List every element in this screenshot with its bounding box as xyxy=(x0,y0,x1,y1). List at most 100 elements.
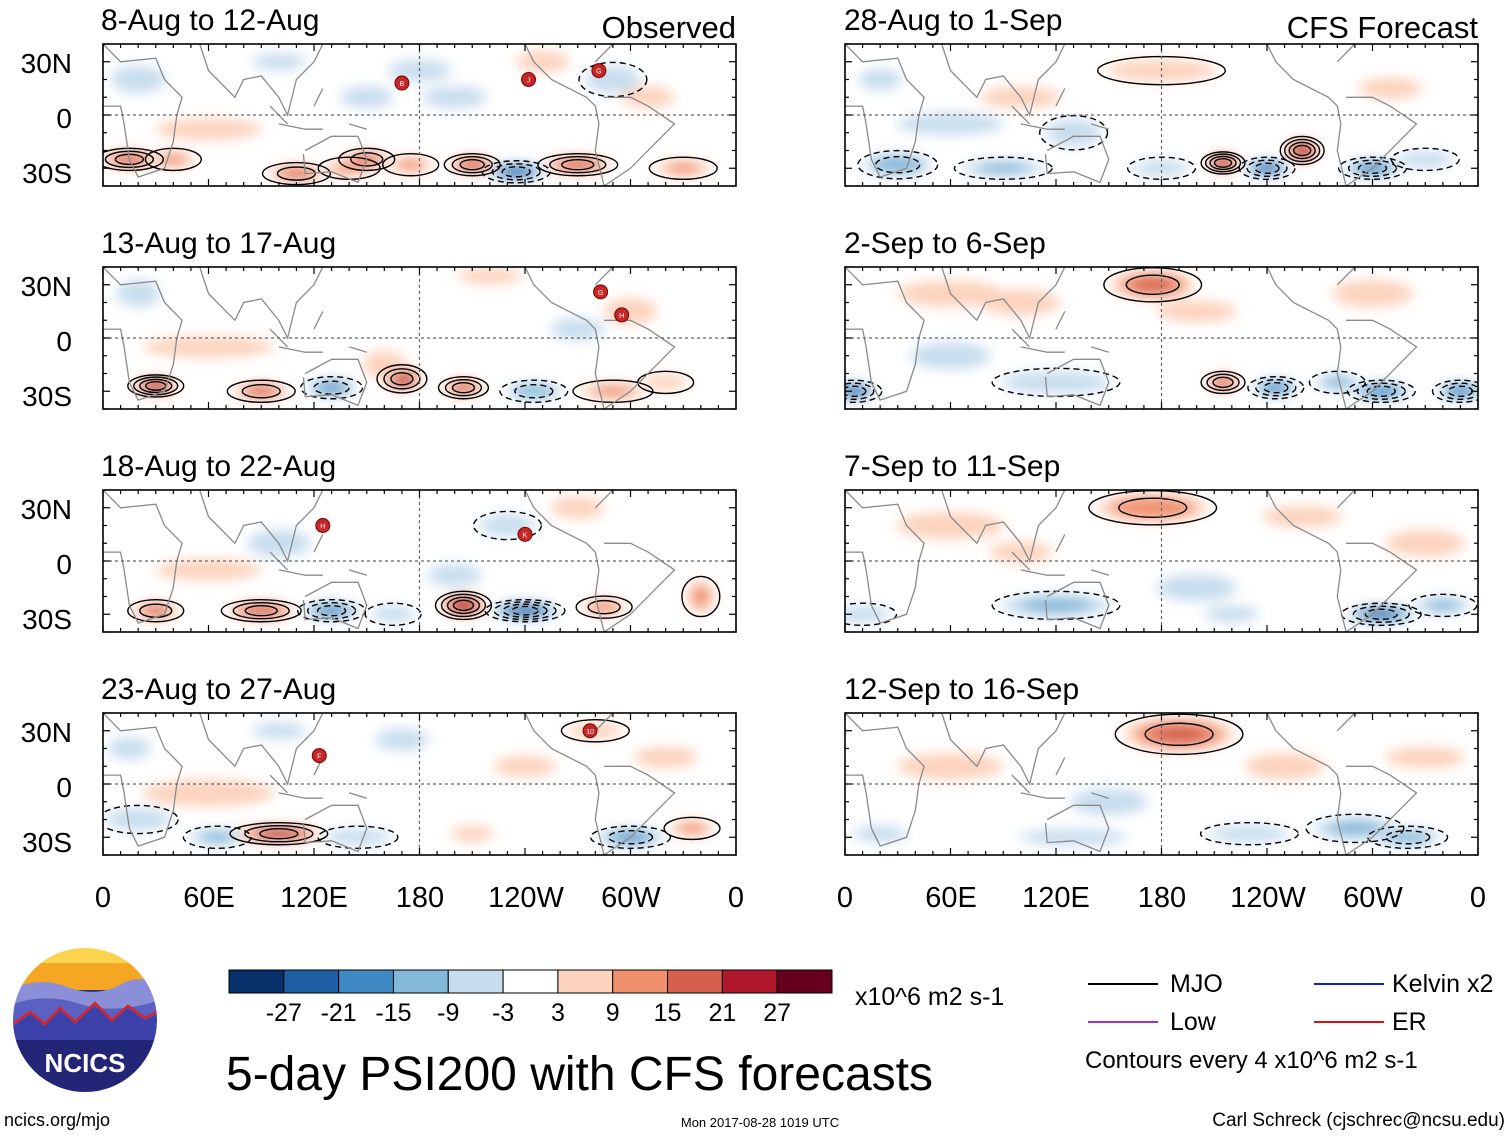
coastline xyxy=(349,123,367,130)
x-tick-label: 120W xyxy=(1230,882,1306,914)
mjo-contour xyxy=(350,152,384,167)
panel-title: 28-Aug to 1-Sep xyxy=(844,4,1062,37)
panel-title: 7-Sep to 11-Sep xyxy=(844,450,1060,483)
coastline xyxy=(1044,135,1110,184)
mjo-contour xyxy=(537,152,619,177)
mjo-contour xyxy=(1284,138,1321,163)
colorbar-tick-label: -21 xyxy=(321,999,357,1027)
coastline xyxy=(302,581,368,630)
psi-anomaly xyxy=(1001,371,1111,394)
ncics-logo[interactable]: NCICS xyxy=(10,945,160,1095)
coastline xyxy=(1345,765,1418,855)
storm-label: G xyxy=(598,290,603,297)
psi-anomaly xyxy=(319,383,345,392)
colorbar-tick-label: 21 xyxy=(708,999,736,1027)
psi-anomaly xyxy=(550,318,605,340)
mjo-contour xyxy=(875,155,921,174)
coastline xyxy=(603,765,676,855)
psi-anomaly xyxy=(1213,377,1233,388)
coastline xyxy=(524,44,605,186)
mjo-contour xyxy=(561,158,595,171)
map-panel: B J G xyxy=(102,43,737,187)
x-tick-label: 0 xyxy=(1470,882,1486,914)
map-panel xyxy=(844,43,1479,187)
psi-anomaly xyxy=(858,68,902,91)
mjo-contour xyxy=(499,379,569,404)
storm-label: K xyxy=(523,532,528,539)
logo-text: NCICS xyxy=(45,1048,126,1078)
coastline xyxy=(278,346,323,353)
mjo-contour xyxy=(1199,821,1299,846)
x-tick-label: 60E xyxy=(183,882,235,914)
psi-anomaly xyxy=(315,605,348,616)
psi-anomaly xyxy=(240,605,283,617)
coastline xyxy=(103,490,183,624)
mjo-contour xyxy=(1367,825,1449,850)
mjo-contour xyxy=(306,601,357,620)
y-tick-label: 30N xyxy=(21,717,72,748)
coastline xyxy=(103,713,183,847)
colorbar-swatch xyxy=(447,969,504,994)
y-tick-label: 30S xyxy=(22,827,72,858)
mjo-contour xyxy=(1263,381,1289,394)
coastline xyxy=(278,792,323,799)
psi-anomaly xyxy=(558,159,597,170)
coastline xyxy=(941,490,1066,563)
coastline xyxy=(1055,757,1066,776)
psi-anomaly xyxy=(989,541,1053,563)
psi-anomaly xyxy=(1293,144,1311,157)
psi-anomaly xyxy=(116,280,160,308)
coastline xyxy=(1020,346,1065,353)
psi-anomaly xyxy=(1019,829,1128,846)
mjo-contour xyxy=(472,510,543,541)
mjo-contour xyxy=(1204,153,1242,173)
mjo-contour xyxy=(1118,497,1188,518)
mjo-contour xyxy=(376,364,428,394)
mjo-contour xyxy=(452,599,475,612)
mjo-contour xyxy=(232,601,290,620)
psi-anomaly xyxy=(247,387,276,396)
coastline xyxy=(603,96,676,186)
coastline xyxy=(941,267,1066,340)
mjo-contour xyxy=(578,61,648,98)
psi-anomaly xyxy=(1425,600,1461,611)
footer-url[interactable]: ncics.org/mjo xyxy=(4,1110,110,1130)
colorbar-tick-label: -9 xyxy=(437,999,459,1027)
psi-anomaly xyxy=(981,289,1061,316)
coastline xyxy=(1091,792,1109,799)
mjo-contour xyxy=(440,593,487,618)
coastline xyxy=(1266,490,1347,632)
coastline xyxy=(349,792,367,799)
psi-anomaly xyxy=(144,606,167,615)
storm-label: B xyxy=(400,81,405,88)
psi-anomaly xyxy=(896,511,1005,540)
coastline xyxy=(845,490,925,624)
x-tick-label: 120E xyxy=(280,882,348,914)
footer-author: Carl Schreck (cjschrec@ncsu.edu) xyxy=(1212,1110,1505,1131)
psi-anomaly xyxy=(1385,746,1466,769)
colorbar-tick-label: 15 xyxy=(654,999,682,1027)
mjo-contour xyxy=(1200,151,1246,175)
mjo-contour xyxy=(444,378,483,397)
observed-header: Observed xyxy=(602,10,736,45)
colorbar-units: x10^6 m2 s-1 xyxy=(855,983,1004,1011)
psi-anomaly xyxy=(142,336,275,358)
x-tick-label: 60W xyxy=(1343,882,1403,914)
mjo-contour xyxy=(1357,162,1388,174)
mjo-contour xyxy=(681,575,721,618)
coastline xyxy=(349,569,367,576)
y-tick-label: 30N xyxy=(21,494,72,525)
coastline xyxy=(302,804,368,853)
psi-anomaly xyxy=(504,168,529,176)
mjo-contour xyxy=(127,374,185,398)
y-tick-label: 30N xyxy=(21,48,72,79)
psi-anomaly xyxy=(1156,574,1237,602)
psi-anomaly xyxy=(678,823,706,834)
psi-anomaly xyxy=(1385,529,1466,557)
psi-anomaly xyxy=(493,755,557,777)
storm-marker: G xyxy=(593,284,609,300)
mjo-contour xyxy=(1292,144,1312,157)
coastline xyxy=(1055,534,1066,553)
psi-anomaly xyxy=(1244,752,1325,780)
legend-kelvin-label: Kelvin x2 xyxy=(1392,970,1493,998)
